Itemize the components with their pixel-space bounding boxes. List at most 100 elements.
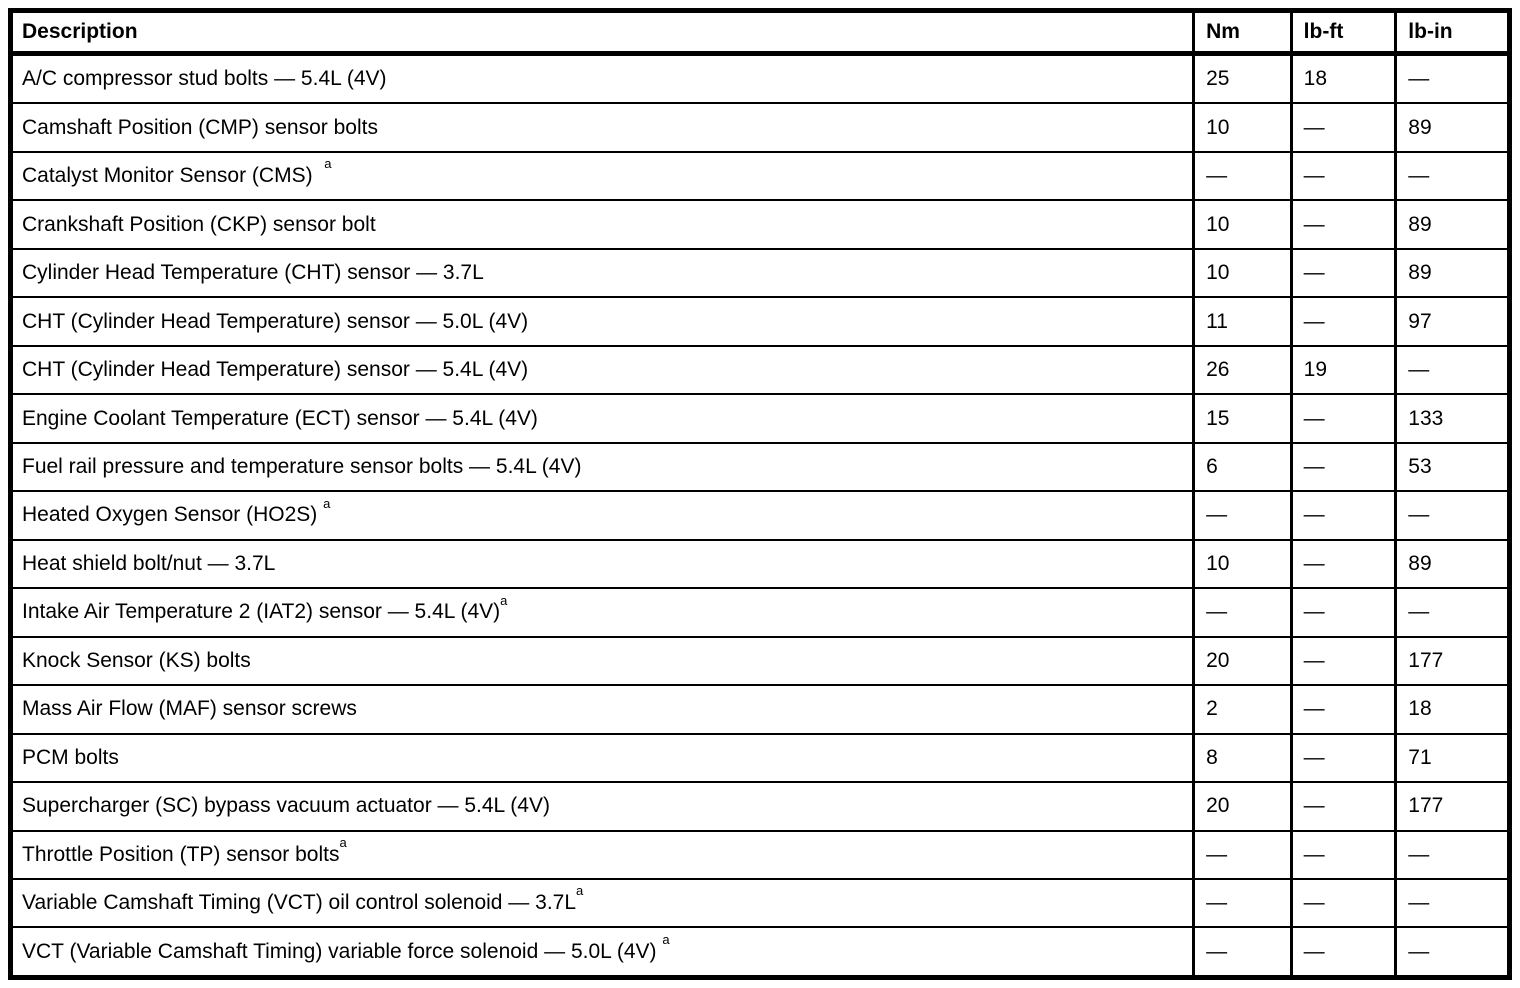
lb-ft-cell: — [1289, 441, 1397, 493]
lb-ft-cell: — [1289, 877, 1397, 929]
table-row: Crankshaft Position (CKP) sensor bolt 10… [9, 199, 1511, 250]
description-text: Fuel rail pressure and temperature senso… [22, 455, 582, 478]
lb-in-cell: — [1394, 877, 1511, 929]
description-cell: CHT (Cylinder Head Temperature) sensor —… [9, 296, 1195, 347]
description-cell: Engine Coolant Temperature (ECT) sensor … [9, 393, 1195, 444]
description-cell: A/C compressor stud bolts — 5.4L (4V) [9, 52, 1195, 105]
lb-in-cell: — [1394, 52, 1511, 105]
lb-ft-cell: — [1289, 296, 1397, 347]
description-cell: PCM bolts [9, 732, 1195, 784]
description-cell: Variable Camshaft Timing (VCT) oil contr… [9, 877, 1195, 929]
lb-ft-cell: — [1289, 829, 1397, 880]
table-row: Throttle Position (TP) sensor boltsa — —… [9, 829, 1511, 880]
nm-cell: — [1192, 490, 1293, 541]
description-cell: Intake Air Temperature 2 (IAT2) sensor —… [9, 587, 1195, 638]
lb-in-cell: 97 [1394, 296, 1511, 347]
table-row: Engine Coolant Temperature (ECT) sensor … [9, 393, 1511, 444]
table-header: Description Nm lb-ft lb-in [9, 9, 1511, 56]
nm-cell: — [1192, 150, 1293, 202]
description-cell: Crankshaft Position (CKP) sensor bolt [9, 199, 1195, 250]
description-text: Intake Air Temperature 2 (IAT2) sensor —… [22, 600, 501, 624]
description-text: Knock Sensor (KS) bolts [22, 648, 251, 672]
description-text: Crankshaft Position (CKP) sensor bolt [22, 212, 376, 236]
lb-in-cell: 89 [1394, 247, 1511, 299]
lb-ft-cell: — [1289, 150, 1397, 202]
description-text: Mass Air Flow (MAF) sensor screws [22, 697, 357, 721]
nm-cell: — [1192, 829, 1293, 880]
lb-in-cell: 18 [1394, 684, 1511, 735]
footnote-marker: a [662, 931, 670, 947]
nm-cell: 26 [1192, 344, 1293, 396]
lb-ft-cell: 19 [1289, 344, 1397, 396]
description-text: Heated Oxygen Sensor (HO2S) [22, 503, 324, 527]
table-row: CHT (Cylinder Head Temperature) sensor —… [9, 296, 1511, 347]
table-row: Heated Oxygen Sensor (HO2S) a — — — [9, 490, 1511, 541]
table-row: Catalyst Monitor Sensor (CMS) a — — — [9, 150, 1511, 202]
nm-cell: 10 [1192, 247, 1293, 299]
lb-in-cell: 89 [1394, 199, 1511, 250]
nm-cell: 10 [1192, 538, 1293, 590]
lb-in-cell: 71 [1394, 732, 1511, 784]
lb-in-cell: 133 [1394, 393, 1511, 444]
lb-in-cell: — [1394, 150, 1511, 202]
table-row: A/C compressor stud bolts — 5.4L (4V) 25… [9, 52, 1511, 105]
lb-in-cell: — [1394, 829, 1511, 880]
footnote-marker: a [323, 495, 331, 511]
table-body: A/C compressor stud bolts — 5.4L (4V) 2 5… [9, 52, 1511, 979]
description-text: Camshaft Position (CMP) sensor bolts [22, 115, 378, 139]
description-cell: Cylinder Head Temperature (CHT) sensor —… [9, 247, 1195, 299]
description-cell: Camshaft Position (CMP) sensor bolts [9, 102, 1195, 153]
table-row: Supercharger (SC) bypass vacuum actuator… [9, 781, 1511, 832]
table-row: Fuel rail pressure and temperature senso… [9, 441, 1511, 493]
description-text: CHT (Cylinder Head Temperature) sensor —… [22, 358, 529, 382]
nm-cell: 11 [1192, 296, 1293, 347]
table-row: VCT (Variable Camshaft Timing) variable … [9, 926, 1511, 979]
lb-ft-cell: — [1289, 732, 1397, 784]
table-row: Mass Air Flow (MAF) sensor screws 2 — 18 [9, 684, 1511, 735]
col-header-lb-ft: lb-ft [1289, 9, 1397, 56]
nm-cell: 2 [1192, 684, 1293, 735]
lb-ft-cell: — [1289, 684, 1397, 735]
table-row: PCM bolts 8 — 71 [9, 732, 1511, 784]
lb-in-cell: 89 [1394, 102, 1511, 153]
description-text: Variable Camshaft Timing (VCT) oil contr… [22, 891, 577, 915]
col-header-description: Description [9, 9, 1195, 56]
description-text: A/C compressor stud bolts — 5.4L (4V) [22, 67, 387, 91]
lb-ft-cell: — [1289, 393, 1397, 444]
lb-ft-cell: — [1289, 247, 1397, 299]
description-cell: Mass Air Flow (MAF) sensor screws [9, 684, 1195, 735]
lb-in-cell: — [1394, 490, 1511, 541]
header-row: Description Nm lb-ft lb-in [9, 9, 1511, 56]
table-row: CHT (Cylinder Head Temperature) sensor —… [9, 344, 1511, 396]
lb-ft-cell: — [1289, 781, 1397, 832]
description-text: PCM bolts [22, 745, 119, 769]
description-text: Supercharger (SC) bypass vacuum actuator… [22, 794, 550, 818]
lb-ft-cell: — [1289, 102, 1397, 153]
description-cell: Knock Sensor (KS) bolts [9, 635, 1195, 687]
description-cell: Supercharger (SC) bypass vacuum actuator… [9, 781, 1195, 832]
nm-cell: 10 [1192, 102, 1293, 153]
description-text: CHT (Cylinder Head Temperature) sensor —… [22, 309, 529, 333]
nm-cell: — [1192, 926, 1293, 979]
lb-ft-cell: — [1289, 635, 1397, 687]
nm-cell: 8 [1192, 732, 1293, 784]
table-row: Knock Sensor (KS) bolts 20 — 177 [9, 635, 1511, 687]
nm-cell: — [1192, 587, 1293, 638]
lb-ft-cell: — [1289, 538, 1397, 590]
description-cell: VCT (Variable Camshaft Timing) variable … [9, 926, 1195, 979]
table-row: Heat shield bolt/nut — 3.7L 10 — 89 [9, 538, 1511, 590]
description-cell: Heat shield bolt/nut — 3.7L [9, 538, 1195, 590]
lb-in-cell: — [1394, 587, 1511, 638]
col-header-lb-in: lb-in [1394, 9, 1511, 56]
torque-spec-table: Description Nm lb-ft lb-in A/C compresso… [8, 8, 1512, 980]
lb-in-cell: 53 [1394, 441, 1511, 493]
footnote-marker: a [339, 834, 347, 850]
description-cell: Heated Oxygen Sensor (HO2S) a [9, 490, 1195, 541]
nm-cell: 10 [1192, 199, 1293, 250]
description-text: Engine Coolant Temperature (ECT) sensor … [22, 406, 538, 430]
nm-cell: 20 [1192, 781, 1293, 832]
lb-ft-cell: — [1289, 926, 1397, 979]
lb-in-cell: — [1394, 926, 1511, 979]
nm-cell: 15 [1192, 393, 1293, 444]
